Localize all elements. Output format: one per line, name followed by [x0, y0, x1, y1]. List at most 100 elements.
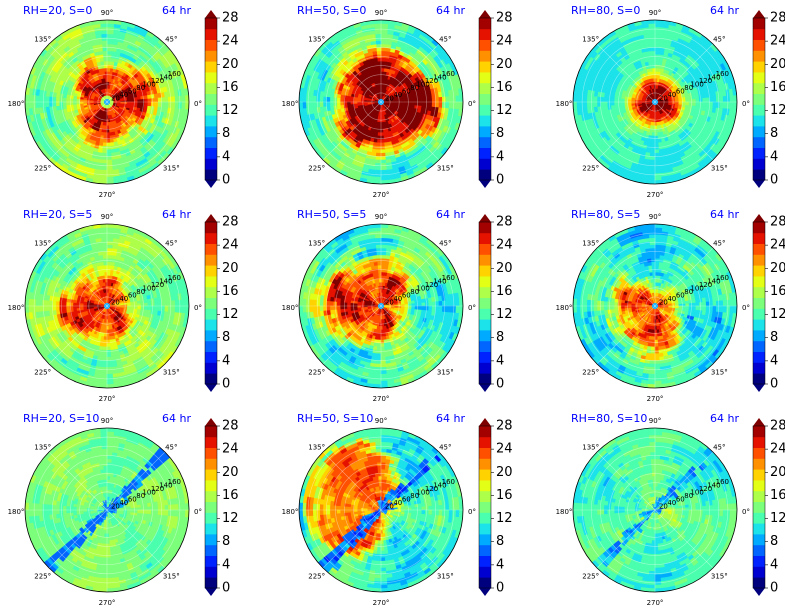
field-cell: [649, 43, 656, 48]
colorbar-segment: [479, 169, 491, 181]
field-cell: [617, 98, 622, 103]
grid-circle: [97, 92, 117, 112]
field-cell: [106, 50, 112, 55]
colorbar-segment: [205, 136, 217, 148]
field-cell: [312, 95, 317, 103]
field-cell: [654, 36, 662, 42]
field-cell: [106, 67, 111, 72]
field-cell: [654, 67, 659, 72]
field-cell: [41, 101, 47, 109]
field-cell: [101, 152, 108, 158]
field-cell: [315, 101, 321, 109]
field-cell: [339, 98, 344, 103]
field-cell: [100, 166, 108, 171]
field-cell: [353, 99, 358, 103]
grid-circle: [42, 37, 172, 167]
colorbar-segment: [205, 126, 217, 138]
field-cell: [144, 101, 149, 106]
field-cell: [104, 122, 108, 127]
field-cell: [82, 99, 87, 103]
field-cell: [102, 50, 108, 55]
field-cell: [161, 96, 166, 103]
field-cell: [65, 98, 70, 103]
angle-tick-label: 135°: [34, 36, 51, 44]
field-cell: [34, 101, 40, 109]
field-cell: [596, 101, 601, 108]
field-cell: [38, 95, 43, 103]
field-cell: [103, 139, 108, 144]
field-cell: [654, 50, 660, 55]
field-cell: [709, 96, 714, 103]
field-cell: [404, 101, 409, 105]
field-cell: [428, 97, 433, 103]
field-cell: [654, 33, 662, 38]
field-cell: [167, 101, 173, 109]
field-cell: [106, 57, 112, 62]
field-cell: [650, 149, 656, 154]
polar-panel: 20 40 60 801001201401600°45°90°135°180°225°…: [8, 4, 239, 199]
field-cell: [375, 156, 382, 161]
field-cell: [599, 96, 605, 103]
angle-tick-label: 45°: [439, 36, 451, 44]
field-cell: [147, 101, 152, 107]
field-cell: [380, 46, 387, 52]
grid-circle: [88, 83, 126, 121]
field-cell: [620, 98, 625, 103]
field-cell: [589, 95, 595, 103]
field-cell: [315, 95, 321, 103]
colorbar-tick-label: 28: [496, 11, 513, 26]
field-cell: [133, 101, 139, 106]
field-cell: [375, 152, 382, 158]
field-cell: [650, 145, 656, 151]
field-cell: [380, 159, 387, 164]
field-cell: [106, 156, 113, 161]
field-cell: [62, 97, 67, 103]
field-cell: [103, 132, 108, 137]
field-cell: [164, 96, 169, 103]
field-cell: [380, 152, 387, 158]
field-cell: [695, 101, 700, 107]
field-cell: [593, 96, 598, 103]
field-cell: [435, 96, 440, 103]
grid-spoke: [48, 101, 108, 161]
field-cell: [55, 97, 60, 103]
colorbar-tick-label: 8: [222, 126, 230, 141]
colorbar-tick-label: 24: [222, 34, 239, 49]
field-cell: [654, 40, 661, 45]
field-cell: [106, 159, 113, 164]
field-cell: [329, 97, 334, 103]
colorbar-tick-label: 20: [222, 57, 239, 72]
field-cell: [322, 101, 327, 108]
polar-panel: 20 40 60 801001201401600°45°90°135°180°225°…: [556, 4, 785, 199]
colorbar-segment: [479, 61, 491, 73]
field-cell: [610, 97, 615, 103]
field-cell: [374, 166, 382, 171]
colorbar-segment: [479, 28, 491, 40]
field-cell: [374, 33, 382, 38]
angle-tick-label: 90°: [101, 9, 113, 17]
field-cell: [651, 128, 656, 134]
field-cell: [25, 94, 30, 103]
polar-panel: 20 40 60 801001201401600°45°90°135°180°225°…: [282, 4, 513, 199]
field-cell: [100, 33, 108, 38]
field-cell: [715, 101, 721, 109]
field-cell: [698, 101, 704, 107]
field-cell: [719, 95, 724, 103]
heatmap-field: [299, 20, 463, 184]
field-cell: [593, 101, 598, 108]
field-cell: [106, 145, 112, 151]
colorbar-over-arrow: [479, 10, 491, 18]
field-cell: [171, 95, 176, 103]
colorbar-segment: [205, 50, 217, 62]
grid-circle: [33, 28, 181, 176]
colorbar-segment: [205, 104, 217, 116]
field-cell: [435, 101, 440, 108]
field-cell: [702, 97, 707, 103]
colorbar-segment: [479, 104, 491, 116]
field-cell: [652, 122, 656, 127]
colorbar-segment: [479, 18, 491, 30]
field-cell: [140, 101, 145, 106]
field-cell: [45, 101, 50, 108]
field-cell: [675, 101, 680, 105]
field-cell: [654, 60, 659, 65]
